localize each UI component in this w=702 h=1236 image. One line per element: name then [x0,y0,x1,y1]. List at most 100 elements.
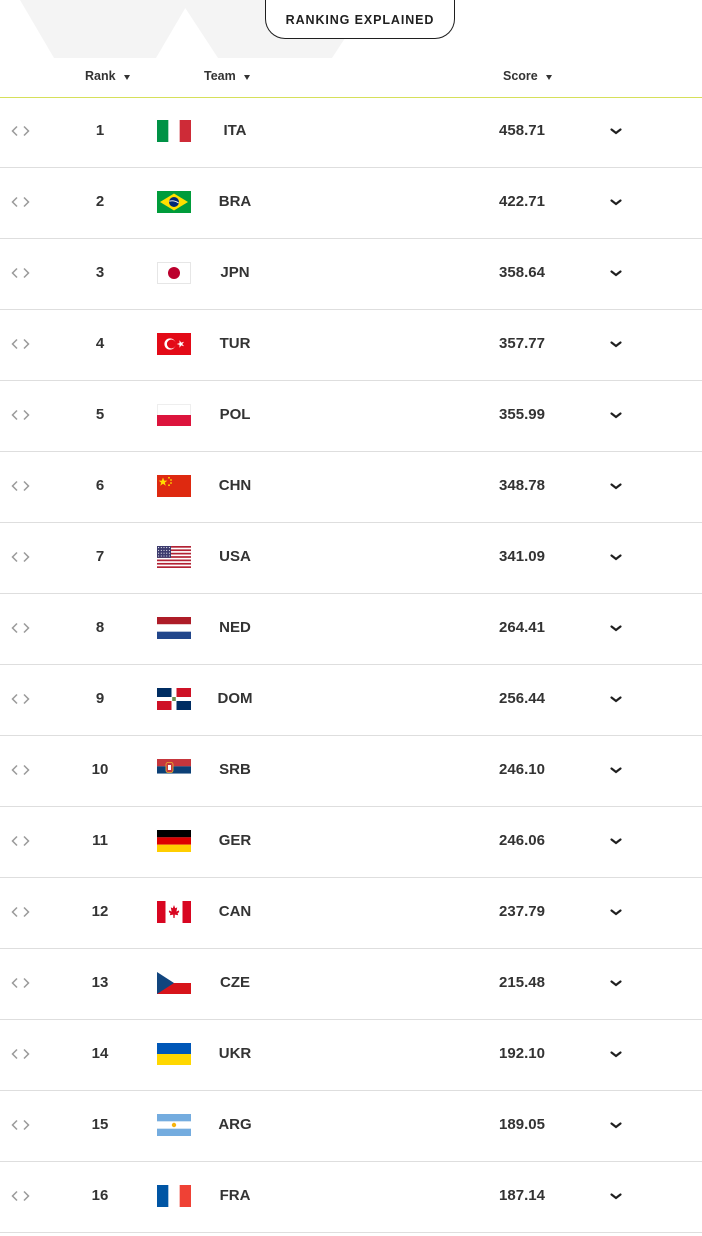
table-row[interactable]: 6 CHN 348.78 [0,452,702,523]
team-cell[interactable]: SRB [219,761,251,778]
chevron-down-icon[interactable] [608,834,624,852]
sort-score-header[interactable]: Score [503,69,552,83]
left-right-arrows-icon[interactable] [10,479,32,497]
table-row[interactable]: 3 JPN 358.64 [0,239,702,310]
team-cell[interactable]: ITA [223,122,247,139]
rank-cell: 3 [95,264,105,281]
left-right-arrows-icon[interactable] [10,692,32,710]
chevron-down-icon[interactable] [608,621,624,639]
left-right-arrows-icon[interactable] [10,763,32,781]
bra-flag-icon [157,191,191,213]
left-right-arrows-icon[interactable] [10,337,32,355]
score-cell: 355.99 [499,406,545,423]
team-cell[interactable]: ARG [218,1116,252,1133]
table-row[interactable]: 11 GER 246.06 [0,807,702,878]
table-row[interactable]: 4 TUR 357.77 [0,310,702,381]
chevron-down-icon[interactable] [608,692,624,710]
team-cell[interactable]: DOM [217,690,253,707]
table-row[interactable]: 2 BRA 422.71 [0,168,702,239]
table-row[interactable]: 16 FRA 187.14 [0,1162,702,1233]
sort-team-header[interactable]: Team [204,69,250,83]
table-row[interactable]: 7 USA 341.09 [0,523,702,594]
table-row[interactable]: 10 SRB 246.10 [0,736,702,807]
team-cell[interactable]: POL [219,406,251,423]
caret-down-icon [243,75,250,80]
jpn-flag-icon [157,262,191,284]
left-right-arrows-icon[interactable] [10,1118,32,1136]
ita-flag-icon [157,120,191,142]
left-right-arrows-icon[interactable] [10,408,32,426]
rank-cell: 10 [91,761,109,778]
score-cell: 192.10 [499,1045,545,1062]
rank-cell: 13 [91,974,109,991]
score-cell: 187.14 [499,1187,545,1204]
ned-flag-icon [157,617,191,639]
chevron-down-icon[interactable] [608,479,624,497]
table-row[interactable]: 13 CZE 215.48 [0,949,702,1020]
left-right-arrows-icon[interactable] [10,976,32,994]
sort-rank-header[interactable]: Rank [85,69,130,83]
score-cell: 246.06 [499,832,545,849]
left-right-arrows-icon[interactable] [10,905,32,923]
table-row[interactable]: 12 CAN 237.79 [0,878,702,949]
left-right-arrows-icon[interactable] [10,1189,32,1207]
chevron-down-icon[interactable] [608,976,624,994]
left-right-arrows-icon[interactable] [10,834,32,852]
score-cell: 422.71 [499,193,545,210]
table-row[interactable]: 15 ARG 189.05 [0,1091,702,1162]
team-cell[interactable]: CZE [220,974,250,991]
chevron-down-icon[interactable] [608,905,624,923]
left-right-arrows-icon[interactable] [10,550,32,568]
team-cell[interactable]: FRA [219,1187,251,1204]
score-cell: 256.44 [499,690,545,707]
table-row[interactable]: 1 ITA 458.71 [0,97,702,168]
left-right-arrows-icon[interactable] [10,621,32,639]
chevron-down-icon[interactable] [608,1118,624,1136]
rank-cell: 9 [95,690,105,707]
score-cell: 264.41 [499,619,545,636]
team-cell[interactable]: USA [219,548,251,565]
chevron-down-icon[interactable] [608,550,624,568]
table-row[interactable]: 8 NED 264.41 [0,594,702,665]
rank-cell: 8 [95,619,105,636]
banner-decoration [20,0,190,58]
table-row[interactable]: 14 UKR 192.10 [0,1020,702,1091]
table-row[interactable]: 9 DOM 256.44 [0,665,702,736]
score-cell: 215.48 [499,974,545,991]
table-row[interactable]: 5 POL 355.99 [0,381,702,452]
team-cell[interactable]: BRA [218,193,252,210]
team-cell[interactable]: TUR [219,335,251,352]
pol-flag-icon [157,404,191,426]
team-header-label: Team [204,69,236,83]
left-right-arrows-icon[interactable] [10,1047,32,1065]
rank-cell: 12 [91,903,109,920]
team-cell[interactable]: CHN [218,477,252,494]
left-right-arrows-icon[interactable] [10,124,32,142]
score-cell: 358.64 [499,264,545,281]
rank-cell: 15 [91,1116,109,1133]
rank-cell: 11 [92,832,108,849]
chevron-down-icon[interactable] [608,195,624,213]
fra-flag-icon [157,1185,191,1207]
chevron-down-icon[interactable] [608,266,624,284]
ranking-explained-button[interactable]: RANKING EXPLAINED [265,0,455,39]
rank-cell: 2 [95,193,105,210]
team-cell[interactable]: JPN [220,264,250,281]
rank-cell: 5 [95,406,105,423]
chevron-down-icon[interactable] [608,763,624,781]
chevron-down-icon[interactable] [608,124,624,142]
team-cell[interactable]: GER [218,832,252,849]
ger-flag-icon [157,830,191,852]
team-cell[interactable]: CAN [218,903,252,920]
chevron-down-icon[interactable] [608,1189,624,1207]
chevron-down-icon[interactable] [608,1047,624,1065]
chevron-down-icon[interactable] [608,337,624,355]
team-cell[interactable]: NED [219,619,251,636]
team-cell[interactable]: UKR [218,1045,252,1062]
left-right-arrows-icon[interactable] [10,266,32,284]
score-header-label: Score [503,69,538,83]
score-cell: 189.05 [499,1116,545,1133]
chevron-down-icon[interactable] [608,408,624,426]
left-right-arrows-icon[interactable] [10,195,32,213]
ukr-flag-icon [157,1043,191,1065]
